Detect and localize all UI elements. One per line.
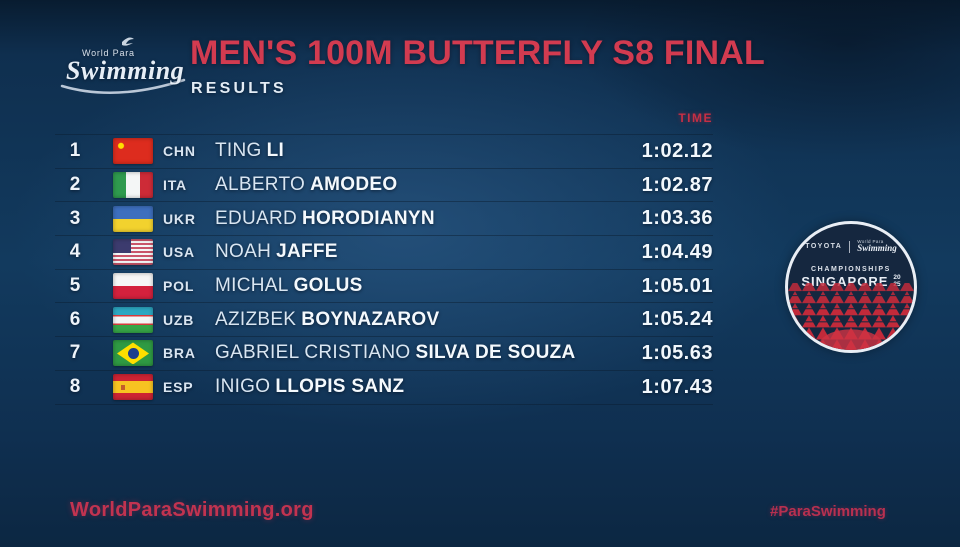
noc-code: USA: [163, 244, 195, 261]
swimmer-swoosh-icon: [60, 37, 186, 94]
chn-flag-icon: [113, 138, 153, 165]
time-column-header: TIME: [678, 111, 713, 125]
badge-event-label: CHAMPIONSHIPS: [811, 266, 891, 273]
result-row: 3 UKR EDUARD HORODIANYN 1:03.36: [55, 202, 713, 237]
result-time: 1:02.87: [641, 173, 713, 196]
athlete-given-name: ALBERTO: [215, 174, 306, 196]
athlete-name: TING LI: [215, 140, 284, 162]
logo-text: World Para Swimming: [66, 48, 184, 84]
athlete-name: AZIZBEK BOYNAZAROV: [215, 309, 439, 331]
result-time: 1:04.49: [641, 240, 713, 263]
logo-swimming: Swimming: [66, 56, 185, 85]
athlete-name: NOAH JAFFE: [215, 241, 338, 263]
athlete-given-name: MICHAL: [215, 275, 289, 297]
results-table: 1 CHN TING LI 1:02.12 2 ITA ALBERTO AMODEO…: [55, 134, 713, 405]
athlete-family-name: AMODEO: [310, 174, 398, 196]
athlete-name: MICHAL GOLUS: [215, 275, 363, 297]
rank-cell: 3: [69, 207, 81, 229]
badge-geometric-pattern: [788, 283, 914, 350]
result-row: 7 BRA GABRIEL CRISTIANO SILVA DE SOUZA 1:…: [55, 337, 713, 371]
result-row: 4 USA NOAH JAFFE 1:04.49: [55, 236, 713, 270]
esp-flag-icon: [113, 374, 153, 401]
athlete-name: GABRIEL CRISTIANO SILVA DE SOUZA: [215, 342, 576, 364]
result-row: 1 CHN TING LI 1:02.12: [55, 135, 713, 169]
result-time: 1:05.01: [641, 274, 713, 297]
athlete-family-name: JAFFE: [276, 241, 338, 263]
result-time: 1:02.12: [641, 139, 713, 162]
result-time: 1:07.43: [641, 375, 713, 398]
athlete-family-name: GOLUS: [293, 275, 363, 297]
page-title: MEN'S 100M BUTTERFLY S8 FINAL: [190, 34, 765, 72]
athlete-given-name: INIGO: [215, 376, 271, 398]
results-subtitle: RESULTS: [191, 80, 287, 97]
bra-flag-icon: [113, 340, 153, 367]
result-time: 1:05.24: [641, 308, 713, 331]
badge-divider: [849, 240, 851, 253]
championships-badge: TOYOTA World Para Swimming CHAMPIONSHIPS…: [785, 221, 917, 353]
athlete-given-name: EDUARD: [215, 207, 298, 229]
result-row: 2 ITA ALBERTO AMODEO 1:02.87: [55, 169, 713, 203]
rank-cell: 1: [69, 140, 81, 162]
athlete-name: ALBERTO AMODEO: [215, 174, 397, 196]
result-time: 1:03.36: [641, 207, 713, 230]
athlete-given-name: AZIZBEK: [215, 308, 297, 330]
badge-sponsor-row: TOYOTA World Para Swimming: [788, 239, 914, 253]
rank-cell: 5: [69, 275, 81, 297]
logo-world-para: World Para: [82, 48, 135, 58]
athlete-name: EDUARD HORODIANYN: [215, 208, 435, 230]
ukr-flag-icon: [113, 205, 153, 232]
noc-code: BRA: [163, 345, 196, 362]
rank-cell: 6: [69, 308, 81, 330]
athlete-family-name: SILVA DE SOUZA: [415, 342, 576, 364]
result-time: 1:05.63: [641, 341, 713, 364]
rank-cell: 2: [69, 174, 81, 196]
noc-code: UZB: [163, 311, 195, 328]
athlete-name: INIGO LLOPIS SANZ: [215, 376, 404, 398]
result-row: 5 POL MICHAL GOLUS 1:05.01: [55, 270, 713, 304]
athlete-given-name: TING: [215, 140, 262, 162]
noc-code: ITA: [163, 177, 187, 194]
noc-code: ESP: [163, 379, 194, 396]
rank-cell: 7: [69, 342, 81, 364]
athlete-given-name: NOAH: [215, 241, 272, 263]
pol-flag-icon: [113, 273, 153, 300]
result-row: 8 ESP INIGO LLOPIS SANZ 1:07.43: [55, 371, 713, 405]
noc-code: UKR: [163, 210, 196, 227]
noc-code: POL: [163, 278, 195, 295]
usa-flag-icon: [113, 239, 153, 266]
footer-hashtag: #ParaSwimming: [770, 503, 886, 520]
result-row: 6 UZB AZIZBEK BOYNAZAROV 1:05.24: [55, 303, 713, 338]
badge-org-logo: World Para Swimming: [857, 239, 897, 253]
noc-code: CHN: [163, 143, 196, 160]
rank-cell: 8: [69, 376, 81, 398]
world-para-swimming-logo: World Para Swimming: [58, 34, 192, 100]
athlete-family-name: HORODIANYN: [302, 207, 435, 229]
ita-flag-icon: [113, 172, 153, 199]
uzb-flag-icon: [113, 306, 153, 333]
athlete-family-name: LI: [266, 140, 285, 162]
athlete-family-name: LLOPIS SANZ: [275, 376, 405, 398]
toyota-logo-text: TOYOTA: [805, 243, 843, 250]
rank-cell: 4: [69, 241, 81, 263]
athlete-given-name: GABRIEL CRISTIANO: [215, 342, 411, 364]
athlete-family-name: BOYNAZAROV: [301, 308, 440, 330]
footer-url: WorldParaSwimming.org: [70, 499, 314, 521]
